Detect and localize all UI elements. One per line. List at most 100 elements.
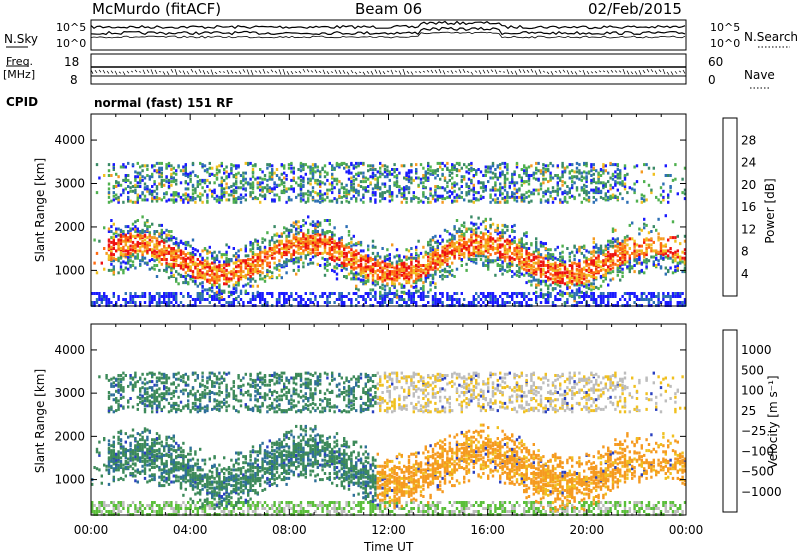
- scatter-cell: [451, 199, 454, 203]
- scatter-cell: [511, 275, 514, 278]
- scatter-cell: [170, 183, 173, 187]
- scatter-cell: [107, 163, 111, 167]
- scatter-cell: [551, 273, 555, 277]
- scatter-cell: [503, 301, 507, 304]
- nave-dash: [454, 70, 458, 73]
- scatter-cell: [371, 191, 375, 195]
- scatter-cell: [148, 295, 151, 298]
- scatter-cell: [568, 294, 571, 298]
- scatter-cell: [515, 245, 519, 249]
- scatter-cell: [412, 268, 415, 272]
- scatter-cell: [436, 239, 439, 243]
- scatter-cell: [160, 301, 163, 304]
- scatter-cell: [499, 171, 502, 175]
- scatter-cell: [487, 234, 490, 238]
- scatter-cell: [227, 245, 231, 249]
- scatter-cell: [153, 249, 156, 253]
- scatter-cell: [470, 240, 473, 244]
- scatter-cell: [573, 254, 576, 258]
- scatter-cell: [350, 248, 353, 252]
- scatter-cell: [182, 172, 185, 176]
- scatter-cell: [367, 254, 370, 258]
- scatter-cell: [314, 251, 317, 255]
- scatter-cell: [184, 271, 187, 275]
- scatter-cell: [427, 168, 430, 171]
- scatter-cell: [158, 197, 161, 201]
- scatter-cell: [535, 245, 538, 249]
- scatter-cell: [583, 183, 586, 187]
- scatter-cell: [237, 283, 240, 287]
- scatter-cell: [611, 292, 615, 295]
- scatter-cell: [477, 234, 480, 238]
- nave-dash: [546, 71, 550, 75]
- scatter-cell: [446, 166, 449, 170]
- scatter-cell: [352, 166, 355, 170]
- scatter-cell: [249, 275, 252, 278]
- scatter-cell: [206, 278, 209, 282]
- scatter-cell: [345, 163, 348, 167]
- scatter-cell: [110, 258, 113, 261]
- scatter-cell: [244, 171, 247, 175]
- scatter-cell: [158, 268, 161, 272]
- scatter-cell: [561, 200, 564, 204]
- scatter-cell: [518, 238, 521, 242]
- scatter-cell: [326, 188, 329, 192]
- scatter-cell: [539, 288, 543, 292]
- scatter-cell: [350, 197, 353, 201]
- scatter-cell: [139, 262, 142, 266]
- scatter-cell: [232, 261, 235, 265]
- scatter-cell: [359, 185, 363, 188]
- scatter-cell: [532, 258, 535, 261]
- scatter-cell: [338, 163, 341, 167]
- scatter-cell: [129, 189, 132, 193]
- scatter-cell: [191, 170, 195, 174]
- scatter-cell: [184, 247, 187, 250]
- scatter-cell: [136, 219, 139, 222]
- scatter-cell: [316, 244, 319, 248]
- scatter-cell: [451, 186, 454, 190]
- scatter-cell: [434, 193, 437, 197]
- scatter-cell: [506, 168, 509, 171]
- scatter-cell: [285, 227, 288, 231]
- scatter-cell: [184, 265, 187, 269]
- scatter-cell: [417, 176, 420, 180]
- scatter-cell: [494, 198, 497, 202]
- scatter-cell: [506, 262, 509, 266]
- scatter-cell: [307, 253, 310, 257]
- scatter-cell: [395, 289, 399, 293]
- scatter-cell: [244, 181, 247, 185]
- scatter-cell: [566, 200, 569, 204]
- scatter-cell: [580, 283, 583, 287]
- scatter-cell: [544, 298, 547, 301]
- scatter-cell: [316, 182, 319, 186]
- nave-dash: [442, 70, 446, 75]
- scatter-cell: [153, 243, 156, 247]
- scatter-cell: [549, 174, 552, 177]
- scatter-cell: [422, 191, 425, 195]
- scatter-cell: [187, 198, 190, 202]
- scatter-cell: [508, 301, 511, 304]
- scatter-cell: [523, 180, 526, 184]
- scatter-cell: [427, 243, 430, 247]
- scatter-cell: [482, 181, 485, 185]
- nave-dash: [258, 70, 262, 74]
- scatter-cell: [369, 197, 372, 201]
- scatter-cell: [422, 271, 425, 275]
- scatter-cell: [227, 172, 231, 176]
- scatter-cell: [525, 231, 528, 235]
- scatter-cell: [311, 220, 315, 224]
- scatter-cell: [333, 292, 336, 295]
- scatter-cell: [535, 261, 538, 265]
- scatter-cell: [664, 301, 667, 304]
- scatter-cell: [338, 194, 341, 198]
- scatter-cell: [323, 258, 327, 261]
- scatter-cell: [146, 261, 149, 265]
- scatter-cell: [491, 245, 495, 249]
- scatter-cell: [304, 163, 307, 167]
- scatter-cell: [403, 273, 406, 277]
- scatter-cell: [203, 262, 207, 266]
- scatter-cell: [355, 255, 358, 259]
- scatter-cell: [575, 288, 579, 292]
- scatter-cell: [506, 165, 509, 169]
- scatter-cell: [436, 244, 439, 248]
